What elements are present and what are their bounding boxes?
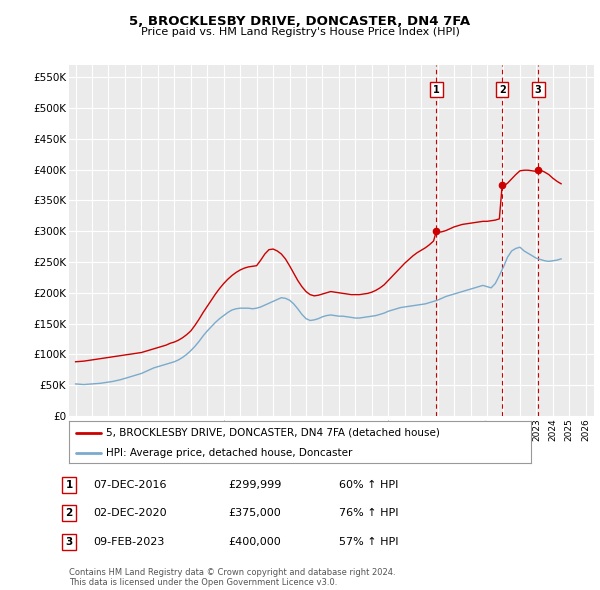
Text: 76% ↑ HPI: 76% ↑ HPI [339,509,398,518]
Text: 2: 2 [65,509,73,518]
Text: £400,000: £400,000 [228,537,281,546]
Text: Price paid vs. HM Land Registry's House Price Index (HPI): Price paid vs. HM Land Registry's House … [140,27,460,37]
Text: 3: 3 [65,537,73,546]
Text: 2: 2 [499,84,506,94]
Text: £299,999: £299,999 [228,480,281,490]
Text: £375,000: £375,000 [228,509,281,518]
Text: 3: 3 [535,84,542,94]
Text: 57% ↑ HPI: 57% ↑ HPI [339,537,398,546]
Text: HPI: Average price, detached house, Doncaster: HPI: Average price, detached house, Donc… [106,448,352,457]
Text: 02-DEC-2020: 02-DEC-2020 [93,509,167,518]
Text: 07-DEC-2016: 07-DEC-2016 [93,480,167,490]
Text: Contains HM Land Registry data © Crown copyright and database right 2024.
This d: Contains HM Land Registry data © Crown c… [69,568,395,587]
Text: 5, BROCKLESBY DRIVE, DONCASTER, DN4 7FA: 5, BROCKLESBY DRIVE, DONCASTER, DN4 7FA [130,15,470,28]
Text: 60% ↑ HPI: 60% ↑ HPI [339,480,398,490]
Text: 1: 1 [65,480,73,490]
Text: 1: 1 [433,84,440,94]
Text: 09-FEB-2023: 09-FEB-2023 [93,537,164,546]
Text: 5, BROCKLESBY DRIVE, DONCASTER, DN4 7FA (detached house): 5, BROCKLESBY DRIVE, DONCASTER, DN4 7FA … [106,428,440,438]
